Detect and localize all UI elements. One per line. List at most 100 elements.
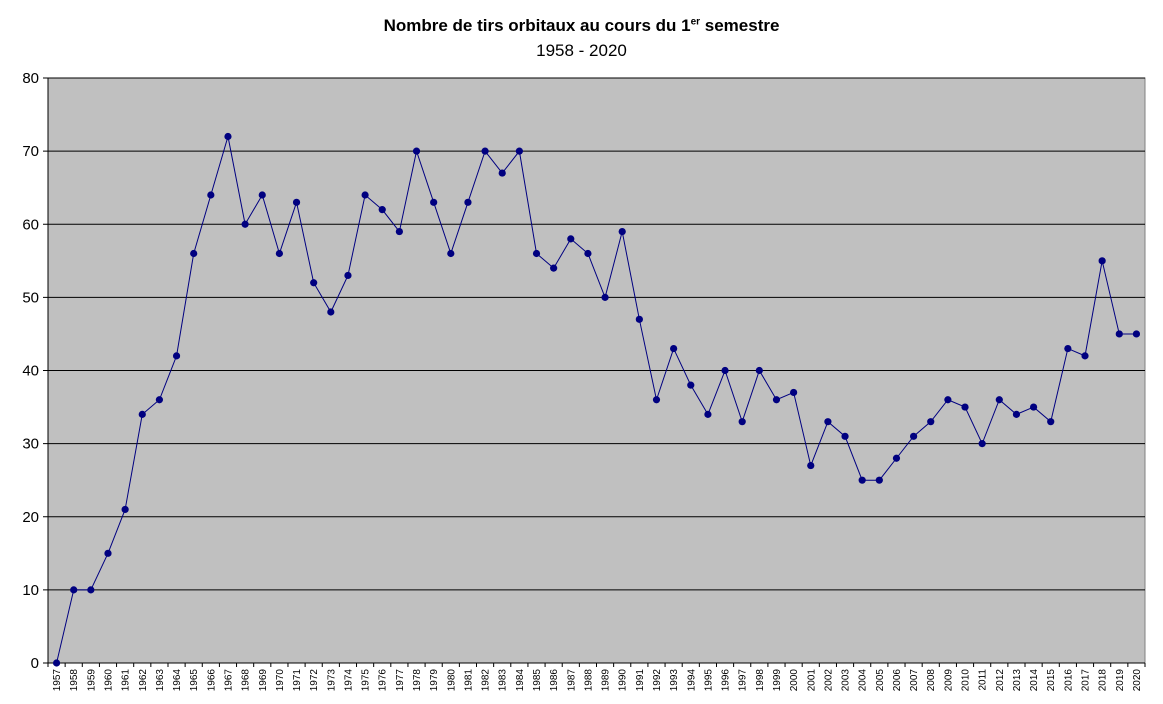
x-tick-label: 1985 bbox=[532, 669, 543, 692]
x-tick-label: 1999 bbox=[772, 669, 783, 692]
x-tick-label: 1962 bbox=[138, 669, 149, 692]
x-tick-label: 1963 bbox=[155, 669, 166, 692]
x-tick-label: 2014 bbox=[1029, 669, 1040, 692]
data-point-1957 bbox=[52, 659, 61, 667]
data-point-2017 bbox=[1081, 352, 1089, 360]
data-point-2002 bbox=[824, 418, 832, 426]
x-tick-label: 1990 bbox=[618, 669, 629, 692]
grid-lines bbox=[48, 77, 1145, 591]
x-tick-label: 1994 bbox=[686, 669, 697, 692]
data-point-1964 bbox=[172, 352, 181, 360]
x-tick-label: 1968 bbox=[241, 669, 252, 692]
x-tick-label: 1980 bbox=[446, 669, 457, 692]
data-point-2019 bbox=[1115, 330, 1123, 338]
data-point-1967 bbox=[224, 132, 232, 141]
data-point-1997 bbox=[738, 418, 746, 426]
data-point-2016 bbox=[1064, 344, 1072, 353]
y-tick-label: 50 bbox=[22, 289, 39, 306]
data-point-1959 bbox=[87, 586, 95, 594]
data-point-2013 bbox=[1012, 410, 1021, 418]
x-tick-label: 1964 bbox=[172, 669, 183, 692]
x-tick-label: 1984 bbox=[515, 669, 526, 692]
data-point-1962 bbox=[138, 410, 146, 418]
x-tick-label: 2018 bbox=[1098, 669, 1109, 692]
x-tick-label: 1995 bbox=[703, 669, 714, 692]
y-axis: 0 10 20 30 40 50 60 70 80 bbox=[22, 70, 49, 672]
x-tick-label: 2001 bbox=[806, 669, 817, 692]
x-tick-label: 2017 bbox=[1081, 669, 1092, 692]
data-point-2005 bbox=[875, 476, 883, 484]
x-tick-label: 1988 bbox=[583, 669, 594, 692]
x-tick-label: 2006 bbox=[892, 669, 903, 692]
data-point-2008 bbox=[927, 418, 935, 426]
data-point-1996 bbox=[721, 366, 729, 375]
data-point-2012 bbox=[995, 396, 1003, 404]
chart-title-superscript: er bbox=[690, 16, 701, 28]
x-tick-label: 1992 bbox=[652, 669, 663, 692]
y-tick-label: 40 bbox=[22, 363, 39, 380]
y-tick-label: 0 bbox=[31, 655, 39, 672]
x-tick-label: 2019 bbox=[1115, 669, 1126, 692]
x-tick-label: 1969 bbox=[258, 669, 269, 692]
data-point-1972 bbox=[310, 279, 318, 287]
data-point-1958 bbox=[70, 586, 78, 594]
data-point-1983 bbox=[498, 169, 506, 177]
data-point-1976 bbox=[378, 206, 386, 214]
data-point-1990 bbox=[618, 227, 626, 236]
data-point-1978 bbox=[412, 147, 421, 155]
x-tick-label: 2016 bbox=[1063, 669, 1074, 692]
y-tick-label: 60 bbox=[22, 216, 39, 233]
x-tick-label: 2007 bbox=[909, 669, 920, 692]
data-point-2014 bbox=[1029, 403, 1038, 411]
x-tick-label: 1982 bbox=[481, 669, 492, 692]
y-tick-label: 70 bbox=[22, 143, 39, 160]
data-point-1998 bbox=[755, 366, 763, 375]
data-point-1971 bbox=[292, 198, 301, 206]
x-tick-label: 1958 bbox=[69, 669, 80, 692]
data-point-1987 bbox=[567, 235, 575, 243]
x-tick-label: 1996 bbox=[721, 669, 732, 692]
data-point-1977 bbox=[395, 227, 403, 236]
data-point-1963 bbox=[155, 396, 164, 404]
data-point-1966 bbox=[207, 191, 215, 199]
data-point-1999 bbox=[772, 396, 781, 404]
x-tick-label: 1998 bbox=[755, 669, 766, 692]
x-tick-label: 2009 bbox=[943, 669, 954, 692]
data-point-1982 bbox=[481, 147, 489, 155]
x-tick-label: 2004 bbox=[858, 669, 869, 692]
x-tick-label: 1976 bbox=[378, 669, 389, 692]
x-tick-label: 1989 bbox=[601, 669, 612, 692]
data-point-2010 bbox=[961, 403, 969, 411]
x-tick-label: 1987 bbox=[566, 669, 577, 692]
x-tick-label: 1975 bbox=[361, 669, 372, 692]
data-point-2011 bbox=[978, 440, 986, 448]
data-point-2015 bbox=[1047, 418, 1055, 426]
data-point-1995 bbox=[704, 410, 712, 418]
y-tick-label: 10 bbox=[22, 582, 39, 599]
data-point-1985 bbox=[532, 249, 541, 258]
data-point-1960 bbox=[104, 549, 112, 557]
data-point-1988 bbox=[584, 249, 592, 258]
data-point-1973 bbox=[327, 308, 335, 316]
data-point-2004 bbox=[858, 476, 866, 484]
data-point-1979 bbox=[430, 198, 438, 206]
data-point-2006 bbox=[892, 454, 901, 462]
x-tick-label: 2012 bbox=[995, 669, 1006, 692]
data-point-2000 bbox=[790, 388, 798, 397]
x-tick-label: 1981 bbox=[463, 669, 474, 692]
data-point-2001 bbox=[807, 461, 815, 470]
data-point-1974 bbox=[344, 271, 352, 280]
y-tick-label: 30 bbox=[22, 436, 39, 453]
y-tick-label: 80 bbox=[22, 70, 39, 87]
x-tick-label: 2020 bbox=[1132, 669, 1143, 692]
data-point-1975 bbox=[361, 191, 369, 199]
data-point-2018 bbox=[1098, 257, 1106, 265]
data-point-1970 bbox=[275, 249, 283, 258]
x-tick-label: 1974 bbox=[343, 669, 354, 692]
x-tick-label: 2011 bbox=[978, 669, 989, 691]
x-tick-label: 2003 bbox=[841, 669, 852, 692]
x-tick-label: 2013 bbox=[1012, 669, 1023, 692]
data-point-1984 bbox=[515, 147, 523, 155]
x-tick-label: 1991 bbox=[635, 669, 646, 692]
